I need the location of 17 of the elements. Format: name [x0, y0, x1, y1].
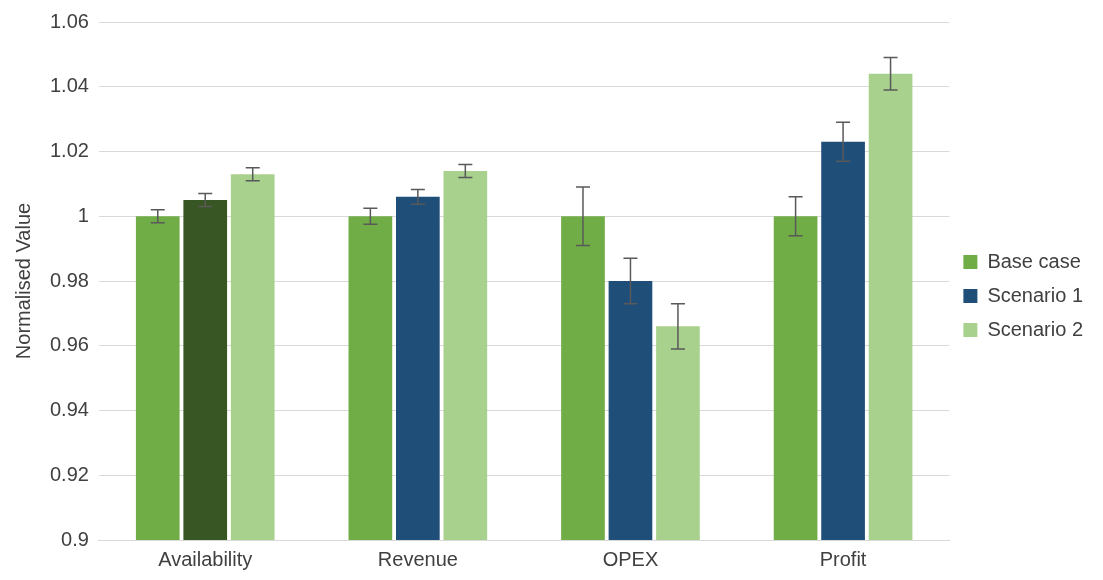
x-tick-label: Availability — [158, 547, 253, 570]
legend-label: Scenario 2 — [987, 317, 1084, 340]
y-axis-title: Normalised Value — [11, 202, 34, 360]
x-tick-label: Revenue — [377, 547, 458, 570]
x-tick-label: Profit — [819, 547, 867, 570]
x-tick-label: OPEX — [602, 547, 659, 570]
y-tick-label: 0.9 — [61, 527, 89, 550]
y-tick-label: 1.02 — [49, 139, 89, 162]
y-tick-label: 1.04 — [49, 74, 89, 97]
y-tick-label: 0.94 — [49, 398, 89, 421]
y-tick-label: 1.06 — [49, 9, 89, 32]
y-tick-label: 0.98 — [49, 268, 89, 291]
y-tick-label: 0.96 — [49, 333, 89, 356]
legend-label: Scenario 1 — [987, 283, 1084, 306]
y-tick-label: 0.92 — [49, 462, 89, 485]
legend-label: Base case — [987, 249, 1081, 272]
y-tick-label: 1 — [77, 203, 89, 226]
